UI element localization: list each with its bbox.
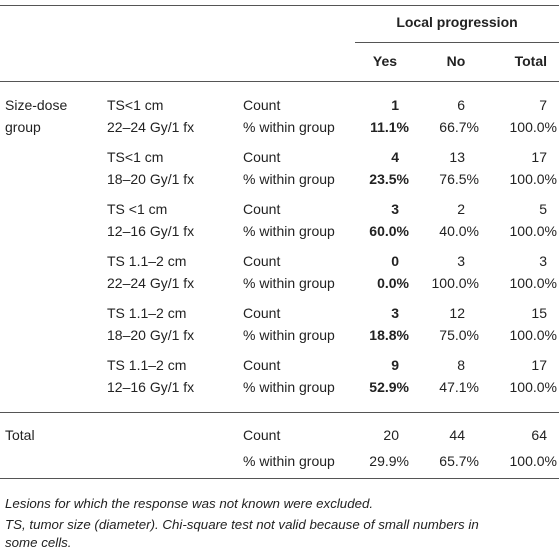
group-ts-label: TS 1.1–2 cm (107, 357, 187, 373)
pct-yes: 18.8% (369, 327, 409, 343)
column-header-yes: Yes (372, 53, 398, 69)
count-label: Count (243, 253, 281, 269)
count-yes: 1 (391, 97, 399, 113)
total-count-yes: 20 (383, 427, 399, 443)
row-group-label-line1: Size-dose (5, 97, 68, 113)
footnote-ts-definition-cont: some cells. (5, 535, 72, 550)
pct-total: 100.0% (509, 171, 557, 187)
count-yes: 0 (391, 253, 399, 269)
group-dose-label: 12–16 Gy/1 fx (107, 223, 195, 239)
header-bottom-rule (0, 81, 559, 82)
group-ts-label: TS <1 cm (107, 201, 168, 217)
count-total: 7 (539, 97, 547, 113)
footnote-ts-definition: TS, tumor size (diameter). Chi-square te… (5, 517, 479, 532)
pct-total: 100.0% (509, 275, 557, 291)
pct-yes: 11.1% (370, 119, 409, 135)
column-header-no: No (446, 53, 466, 69)
count-label: Count (243, 201, 281, 217)
group-dose-label: 12–16 Gy/1 fx (107, 379, 195, 395)
count-label: Count (243, 97, 281, 113)
pct-no: 47.1% (439, 379, 479, 395)
count-total: 3 (539, 253, 547, 269)
pct-no: 76.5% (439, 171, 479, 187)
group-dose-label: 22–24 Gy/1 fx (107, 119, 195, 135)
pct-yes: 0.0% (377, 275, 409, 291)
group-dose-label: 22–24 Gy/1 fx (107, 275, 195, 291)
pct-total: 100.0% (509, 379, 557, 395)
pct-no: 66.7% (439, 119, 479, 135)
count-total: 15 (531, 305, 547, 321)
pct-label: % within group (243, 327, 335, 343)
count-no: 6 (457, 97, 465, 113)
count-yes: 3 (391, 305, 399, 321)
row-group-label-line2: group (5, 119, 41, 135)
pct-yes: 23.5% (369, 171, 409, 187)
pct-total: 100.0% (509, 223, 557, 239)
pct-yes: 52.9% (369, 379, 409, 395)
total-count-no: 44 (449, 427, 465, 443)
total-count-label: Count (243, 427, 281, 443)
count-no: 12 (449, 305, 465, 321)
count-label: Count (243, 305, 281, 321)
pct-total: 100.0% (509, 327, 557, 343)
pct-yes: 60.0% (369, 223, 409, 239)
count-total: 5 (539, 201, 547, 217)
group-ts-label: TS 1.1–2 cm (107, 305, 187, 321)
total-separator-rule (0, 412, 559, 413)
pct-label: % within group (243, 275, 335, 291)
group-ts-label: TS<1 cm (107, 149, 164, 165)
group-dose-label: 18–20 Gy/1 fx (107, 171, 195, 187)
column-header-total: Total (514, 53, 547, 69)
total-pct-total: 100.0% (509, 453, 557, 469)
pct-no: 75.0% (439, 327, 479, 343)
count-label: Count (243, 149, 281, 165)
header-local-progression: Local progression (396, 14, 518, 30)
count-no: 2 (457, 201, 465, 217)
count-total: 17 (531, 357, 547, 373)
group-ts-label: TS<1 cm (107, 97, 164, 113)
table-top-rule (0, 5, 559, 6)
pct-label: % within group (243, 119, 335, 135)
count-yes: 3 (391, 201, 399, 217)
pct-no: 100.0% (431, 275, 479, 291)
pct-no: 40.0% (439, 223, 479, 239)
total-label: Total (5, 427, 35, 443)
total-pct-no: 65.7% (439, 453, 479, 469)
count-no: 3 (457, 253, 465, 269)
group-dose-label: 18–20 Gy/1 fx (107, 327, 195, 343)
footnote-excluded: Lesions for which the response was not k… (5, 496, 374, 511)
pct-label: % within group (243, 379, 335, 395)
pct-label: % within group (243, 171, 335, 187)
total-count-total: 64 (531, 427, 547, 443)
count-label: Count (243, 357, 281, 373)
pct-label: % within group (243, 223, 335, 239)
count-total: 17 (531, 149, 547, 165)
group-ts-label: TS 1.1–2 cm (107, 253, 187, 269)
table-bottom-rule (0, 478, 559, 479)
count-yes: 4 (391, 149, 399, 165)
count-no: 8 (457, 357, 465, 373)
pct-total: 100.0% (509, 119, 557, 135)
total-pct-label: % within group (243, 453, 335, 469)
count-yes: 9 (391, 357, 399, 373)
total-pct-yes: 29.9% (369, 453, 409, 469)
count-no: 13 (449, 149, 465, 165)
header-group-rule (355, 42, 559, 43)
